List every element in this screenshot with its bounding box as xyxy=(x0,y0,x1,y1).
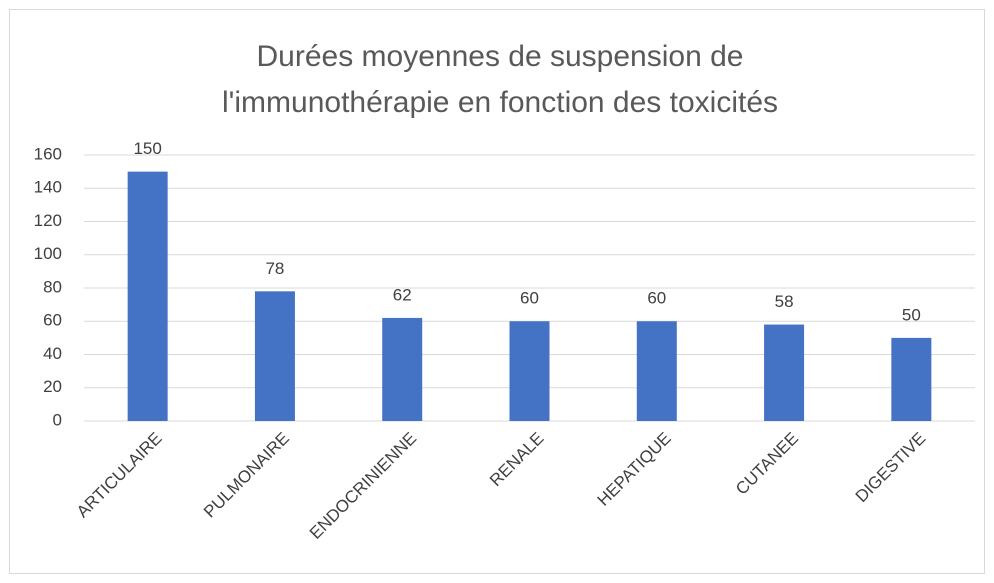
chart-title-line: Durées moyennes de suspension de xyxy=(257,40,744,73)
y-tick-label: 100 xyxy=(34,244,62,263)
y-tick-label: 160 xyxy=(34,144,62,163)
y-tick-label: 40 xyxy=(43,344,62,363)
y-tick-label: 60 xyxy=(43,311,62,330)
bar xyxy=(891,337,932,421)
data-label: 78 xyxy=(265,259,284,278)
bar xyxy=(636,321,677,421)
data-label: 150 xyxy=(133,139,161,158)
y-tick-label: 0 xyxy=(53,410,62,429)
data-label: 60 xyxy=(647,289,666,308)
data-label: 62 xyxy=(393,285,412,304)
y-tick-label: 140 xyxy=(34,178,62,197)
bar xyxy=(382,317,423,421)
y-tick-label: 80 xyxy=(43,277,62,296)
chart-border xyxy=(9,9,985,574)
bar xyxy=(764,324,805,421)
y-tick-label: 120 xyxy=(34,211,62,230)
bar xyxy=(127,171,168,421)
data-label: 60 xyxy=(520,289,539,308)
y-tick-label: 20 xyxy=(43,377,62,396)
data-label: 50 xyxy=(902,305,921,324)
bar xyxy=(509,321,550,421)
data-label: 58 xyxy=(775,292,794,311)
chart-title-line: l'immunothérapie en fonction des toxicit… xyxy=(222,86,778,119)
bar xyxy=(254,291,295,421)
